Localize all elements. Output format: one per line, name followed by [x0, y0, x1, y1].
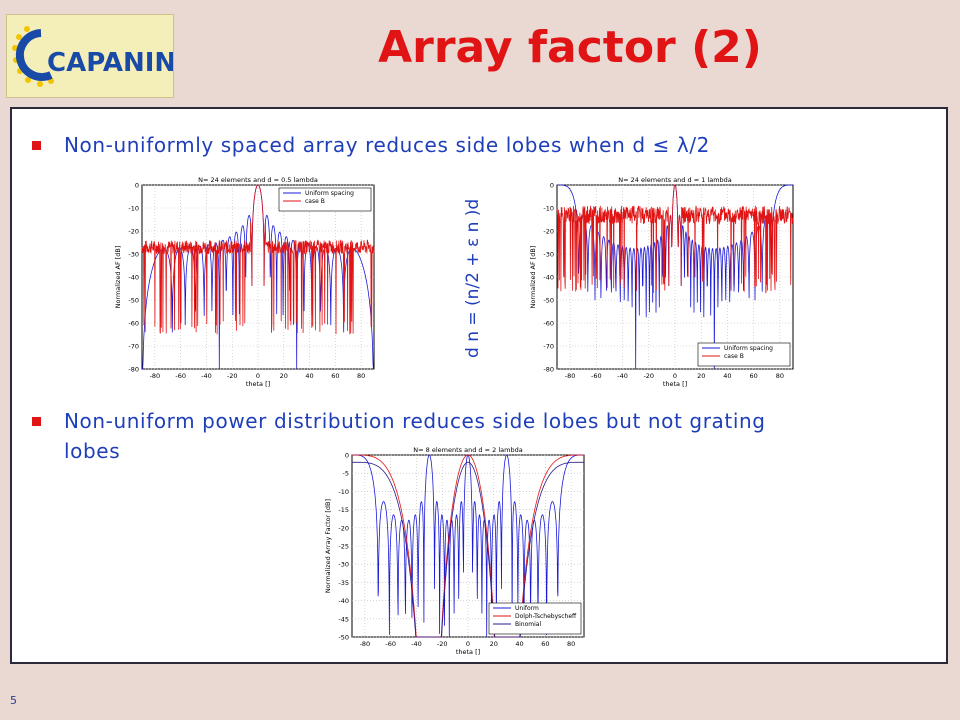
bullet-marker: [32, 417, 41, 426]
x-tick-label: -80: [565, 372, 576, 380]
y-tick-label: -35: [338, 579, 349, 587]
chart-title: N= 24 elements and d = 1 lambda: [618, 176, 732, 184]
y-tick-label: -5: [343, 470, 349, 478]
y-tick-label: -45: [338, 615, 349, 623]
legend-label: case B: [724, 353, 744, 360]
bullet-text-2a: Non-uniform power distribution reduces s…: [64, 409, 766, 433]
x-tick-label: -60: [175, 372, 186, 380]
x-tick-label: -80: [150, 372, 161, 380]
y-tick-label: -40: [128, 274, 139, 282]
y-tick-label: -30: [543, 251, 554, 259]
x-tick-label: -20: [227, 372, 238, 380]
chart-uniform-d05: -80 -60 -40 -20 0 20 40 60 80 0 -10 -20 -30 -40 -50 -60…: [114, 176, 375, 387]
legend-label: Binomial: [515, 621, 541, 628]
legend-label: Dolph-Tschebyscheff: [515, 613, 577, 620]
x-tick-label: 20: [490, 640, 498, 648]
y-tick-label: -40: [338, 597, 349, 605]
x-tick-label: 40: [723, 372, 731, 380]
x-tick-label: 20: [280, 372, 288, 380]
y-tick-label: -40: [543, 274, 554, 282]
y-tick-label: 0: [345, 452, 349, 460]
y-axis-label: Normalized AF [dB]: [114, 246, 122, 309]
y-tick-label: -50: [543, 297, 554, 305]
y-tick-label: 0: [135, 182, 139, 190]
x-tick-label: -40: [617, 372, 628, 380]
chart-title: N= 24 elements and d = 0.5 lambda: [198, 176, 318, 184]
y-tick-label: -10: [338, 488, 349, 496]
y-tick-label: -50: [128, 297, 139, 305]
x-tick-label: 60: [541, 640, 549, 648]
series-line-2: [556, 184, 794, 294]
series-line-3: [352, 461, 584, 638]
bullet-marker: [32, 141, 41, 150]
x-tick-label: 60: [750, 372, 758, 380]
x-tick-label: 20: [697, 372, 705, 380]
x-tick-label: 0: [673, 372, 677, 380]
y-tick-label: -10: [128, 205, 139, 213]
y-tick-label: -30: [128, 251, 139, 259]
x-tick-label: -20: [643, 372, 654, 380]
y-tick-label: -70: [128, 343, 139, 351]
spacing-formula: d n = (n/2 + ε n )d: [438, 199, 483, 360]
x-tick-label: 0: [466, 640, 470, 648]
y-tick-label: -20: [338, 524, 349, 532]
x-tick-label: -40: [201, 372, 212, 380]
legend-label: Uniform: [515, 605, 539, 612]
chart-uniform-d1: -80 -60 -40 -20 0 20 40 60 80 0 -10 -20 -30 -40 -50 -60…: [529, 176, 794, 387]
y-tick-label: -20: [128, 228, 139, 236]
x-tick-label: -60: [385, 640, 396, 648]
y-tick-label: -60: [128, 320, 139, 328]
x-tick-label: 80: [567, 640, 575, 648]
series-line-2: [352, 454, 584, 638]
y-axis-label: Normalized Array Factor [dB]: [324, 499, 332, 593]
y-tick-label: 0: [550, 182, 554, 190]
y-tick-label: -25: [338, 543, 349, 551]
x-tick-label: 0: [256, 372, 260, 380]
y-tick-label: -30: [338, 561, 349, 569]
page-number: 5: [10, 694, 17, 707]
bullet-text-2b: lobes: [64, 439, 121, 463]
bullet-text-1: Non-uniformly spaced array reduces side …: [64, 133, 710, 157]
legend-label: Uniform spacing: [724, 345, 773, 352]
x-tick-label: 80: [776, 372, 784, 380]
legend-box: [697, 342, 791, 367]
y-axis-label: Normalized AF [dB]: [529, 246, 537, 309]
y-tick-label: -20: [543, 228, 554, 236]
chart-binomial-d2: -80 -60 -40 -20 0 20 40 60 80 0 -5 -10 -15 -20 -25 -30 -…: [324, 446, 585, 655]
legend-label: Uniform spacing: [305, 190, 354, 197]
x-tick-label: -80: [360, 640, 371, 648]
x-tick-label: -20: [437, 640, 448, 648]
slide-title: Array factor (2): [378, 22, 762, 73]
legend-box: [278, 187, 372, 212]
y-tick-label: -70: [543, 343, 554, 351]
x-axis-label: theta []: [663, 380, 687, 387]
y-tick-label: -80: [543, 366, 554, 374]
y-tick-label: -15: [338, 506, 349, 514]
x-tick-label: -60: [591, 372, 602, 380]
eu-stars-icon: [12, 26, 54, 87]
y-tick-label: -50: [338, 634, 349, 642]
x-axis-label: theta []: [456, 648, 480, 655]
x-tick-label: 80: [357, 372, 365, 380]
x-tick-label: 60: [331, 372, 339, 380]
y-tick-label: -80: [128, 366, 139, 374]
y-tick-label: -60: [543, 320, 554, 328]
x-tick-label: -40: [411, 640, 422, 648]
y-tick-label: -10: [543, 205, 554, 213]
legend-label: case B: [305, 198, 325, 205]
x-tick-label: 40: [305, 372, 313, 380]
series-line-2: [141, 184, 375, 335]
x-tick-label: 40: [515, 640, 523, 648]
x-axis-label: theta []: [246, 380, 270, 387]
spacing-formula-text: d n = (n/2 + ε n )d: [463, 198, 483, 358]
chart-title: N= 8 elements and d = 2 lambda: [413, 446, 522, 454]
